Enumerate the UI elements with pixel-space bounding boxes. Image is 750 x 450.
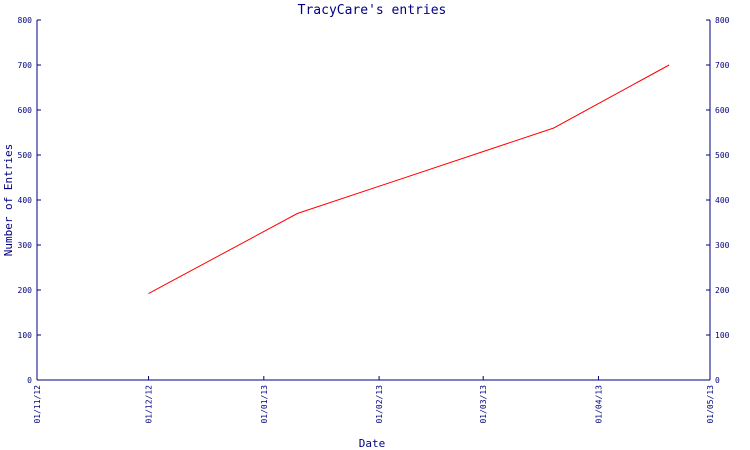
y-tick-label-right: 400 — [715, 196, 730, 205]
y-tick-label-right: 700 — [715, 61, 730, 70]
chart-title: TracyCare's entries — [298, 3, 447, 18]
y-tick-label-right: 500 — [715, 151, 730, 160]
y-tick-label-left: 200 — [18, 286, 33, 295]
x-axis-label: Date — [359, 437, 386, 450]
y-tick-label-left: 100 — [18, 331, 33, 340]
plot-frame — [36, 20, 711, 381]
y-tick-label-left: 300 — [18, 241, 33, 250]
y-axis-label: Number of Entries — [2, 144, 15, 257]
y-tick-label-left: 800 — [18, 16, 33, 25]
x-tick-label: 01/04/13 — [594, 385, 603, 424]
y-tick-label-left: 500 — [18, 151, 33, 160]
y-axis-ticks: 0 0 100 100 200 200 300 300 400 400 500 500 600 600 70… — [18, 16, 730, 385]
y-tick-label-right: 200 — [715, 286, 730, 295]
x-tick-label: 01/05/13 — [706, 385, 715, 424]
y-tick-label-right: 100 — [715, 331, 730, 340]
x-tick-label: 01/11/12 — [33, 385, 42, 424]
y-tick-label-left: 700 — [18, 61, 33, 70]
y-tick-label-right: 800 — [715, 16, 730, 25]
series-line — [148, 64, 670, 295]
y-tick-label-left: 0 — [27, 376, 32, 385]
y-tick-label-right: 300 — [715, 241, 730, 250]
x-axis-ticks: 01/11/12 01/12/12 01/01/13 01/02/13 01/03/13… — [33, 376, 715, 424]
y-tick-label-right: 600 — [715, 106, 730, 115]
y-tick-label-left: 600 — [18, 106, 33, 115]
y-tick-label-right: 0 — [715, 376, 720, 385]
x-tick-label: 01/01/13 — [260, 385, 269, 424]
x-tick-label: 01/12/12 — [145, 385, 154, 424]
y-tick-label-left: 400 — [18, 196, 33, 205]
x-tick-label: 01/03/13 — [479, 385, 488, 424]
x-tick-label: 01/02/13 — [375, 385, 384, 424]
series-layer — [148, 64, 670, 295]
